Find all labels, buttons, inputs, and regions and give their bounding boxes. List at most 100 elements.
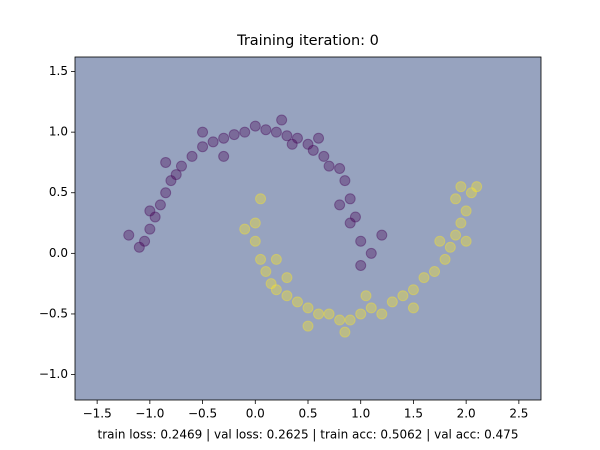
point [197,126,209,138]
point [144,205,156,217]
point [154,199,166,211]
point [291,132,303,144]
point [313,308,325,320]
point [228,129,240,141]
point [339,175,351,187]
point [334,199,346,211]
point [170,169,182,181]
point [302,302,314,314]
point [270,284,282,296]
point [355,235,367,247]
x-tick-label: 0.5 [298,407,317,421]
point [218,132,230,144]
point [133,241,145,253]
point [471,181,483,193]
point [334,163,346,175]
point [355,308,367,320]
point [302,320,314,332]
point [349,211,361,223]
point [276,114,288,126]
point [123,229,135,241]
point [444,241,456,253]
x-axis-label: train loss: 0.2469 | val loss: 0.2625 | … [98,428,519,442]
point [434,235,446,247]
point [286,138,298,150]
point [465,187,477,199]
y-tick-label: −1.0 [39,367,68,381]
point [397,290,409,302]
point [249,217,261,229]
point [344,193,356,205]
point [270,126,282,138]
point [339,326,351,338]
point [307,144,319,156]
point [218,150,230,162]
point [270,253,282,265]
x-tick-label: −0.5 [188,407,217,421]
point [255,193,267,205]
point [281,290,293,302]
point [455,181,467,193]
point [360,290,372,302]
y-tick-label: 0.0 [49,246,68,260]
x-tick-label: 2.0 [457,407,476,421]
point [239,223,251,235]
point [260,266,272,278]
point [460,235,472,247]
point [313,132,325,144]
point [334,314,346,326]
point [165,175,177,187]
point [139,235,151,247]
point [260,124,272,136]
point [265,278,277,290]
point [386,296,398,308]
point [365,302,377,314]
x-tick-label: −1.0 [135,407,164,421]
x-tick-label: −1.5 [83,407,112,421]
y-tick-label: 1.5 [49,64,68,78]
point [255,253,267,265]
point [344,314,356,326]
point [355,259,367,271]
point [450,229,462,241]
point [439,253,451,265]
point [186,150,198,162]
point [450,193,462,205]
point [376,308,388,320]
x-tick-label: 2.5 [509,407,528,421]
point [160,187,172,199]
point [376,229,388,241]
point [281,130,293,142]
chart-title: Training iteration: 0 [236,33,379,49]
point [149,211,161,223]
point [418,272,430,284]
point [365,247,377,259]
point [407,284,419,296]
point [207,136,219,148]
point [429,266,441,278]
x-tick-label: 0.0 [246,407,265,421]
point [197,141,209,153]
point [239,126,251,138]
point [249,235,261,247]
point [144,223,156,235]
y-tick-label: 1.0 [49,125,68,139]
point [302,138,314,150]
x-tick-label: 1.0 [351,407,370,421]
point [323,308,335,320]
point [160,156,172,168]
plot-area [75,57,541,400]
point [460,205,472,217]
point [407,302,419,314]
points [123,114,483,338]
point [323,160,335,172]
y-tick-label: −0.5 [39,306,68,320]
point [281,272,293,284]
y-tick-label: 0.5 [49,185,68,199]
point [291,296,303,308]
point [318,150,330,162]
x-tick-label: 1.5 [404,407,423,421]
point [344,217,356,229]
point [249,120,261,132]
